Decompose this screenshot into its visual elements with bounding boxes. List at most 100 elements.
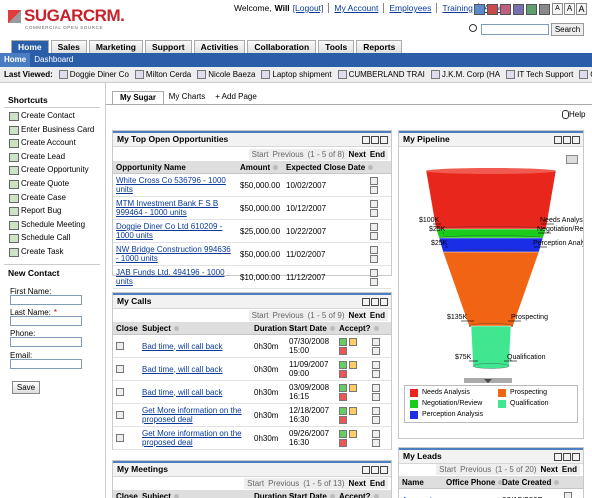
row-action[interactable] xyxy=(370,268,378,277)
pager-start[interactable]: Start xyxy=(251,311,269,320)
last-viewed-item[interactable]: IT Tech Support xyxy=(506,70,573,79)
last-viewed-item[interactable]: CUMBERLAND TRAI xyxy=(337,70,425,79)
last-viewed-item[interactable]: Laptop shipment xyxy=(261,70,332,79)
theme-swatch[interactable] xyxy=(526,4,537,15)
row-action[interactable] xyxy=(564,491,572,498)
opportunity-link[interactable]: Doggie Diner Co Ltd 610209 - 1000 units xyxy=(116,222,223,240)
row-action[interactable] xyxy=(116,411,124,420)
row-action[interactable] xyxy=(372,415,380,424)
shortcut-link[interactable]: Create Case xyxy=(21,192,66,202)
shortcut-link[interactable]: Create Task xyxy=(21,247,64,256)
text-input[interactable] xyxy=(10,316,82,326)
subtab[interactable]: Dashboard xyxy=(34,55,74,64)
module-tab[interactable]: Reports xyxy=(356,40,403,54)
row-action[interactable] xyxy=(116,342,124,351)
row-action[interactable] xyxy=(349,383,357,392)
row-action[interactable] xyxy=(372,360,380,369)
shortcut-link[interactable]: Schedule Call xyxy=(21,233,71,243)
search-input[interactable] xyxy=(481,24,549,35)
row-action[interactable] xyxy=(116,434,124,443)
last-viewed-item[interactable]: Nicole Baeza xyxy=(197,70,255,79)
opportunity-link[interactable]: NW Bridge Construction 994636 - 1000 uni… xyxy=(116,245,231,263)
pager-next[interactable]: Next xyxy=(540,465,558,474)
row-action[interactable] xyxy=(339,360,347,369)
dashlet-control[interactable] xyxy=(362,466,370,474)
row-action[interactable] xyxy=(370,231,378,240)
shortcut-link[interactable]: Enter Business Card xyxy=(21,124,95,134)
font-size-button[interactable]: A xyxy=(576,3,587,15)
pager-next[interactable]: Next xyxy=(348,479,366,488)
module-tab[interactable]: Support xyxy=(145,40,192,54)
opportunity-link[interactable]: JAB Funds Ltd. 494196 - 1000 units xyxy=(116,268,225,286)
dashlet-control[interactable] xyxy=(371,298,379,306)
font-size-button[interactable]: A xyxy=(552,3,563,15)
shortcut-link[interactable]: Report Bug xyxy=(21,206,62,216)
shortcut-link[interactable]: Create Lead xyxy=(21,151,66,161)
pager-end[interactable]: End xyxy=(369,479,385,488)
search-button[interactable]: Search xyxy=(551,23,584,36)
theme-swatch[interactable] xyxy=(539,4,550,15)
dashlet-control[interactable] xyxy=(572,136,580,144)
module-tab[interactable]: Collaboration xyxy=(247,40,317,54)
row-action[interactable] xyxy=(370,222,378,231)
help-link[interactable]: Help xyxy=(569,110,586,119)
pager-start[interactable]: Start xyxy=(251,150,269,159)
page-tab[interactable]: My Charts xyxy=(168,92,206,101)
row-action[interactable] xyxy=(116,388,124,397)
dashlet-control[interactable] xyxy=(554,136,562,144)
row-action[interactable] xyxy=(339,406,347,415)
pager-previous[interactable]: Previous xyxy=(272,150,304,159)
theme-swatch[interactable] xyxy=(487,4,498,15)
row-action[interactable] xyxy=(372,369,380,378)
call-link[interactable]: Bad time, will call back xyxy=(142,341,223,351)
row-action[interactable] xyxy=(339,429,347,438)
text-input[interactable] xyxy=(10,295,82,305)
module-tab[interactable]: Sales xyxy=(50,40,87,54)
page-tab[interactable]: My Sugar xyxy=(112,91,164,105)
row-action[interactable] xyxy=(116,365,124,374)
row-action[interactable] xyxy=(349,429,357,438)
row-action[interactable] xyxy=(372,346,380,355)
dashlet-control[interactable] xyxy=(362,298,370,306)
row-action[interactable] xyxy=(339,383,347,392)
row-action[interactable] xyxy=(339,392,347,401)
row-action[interactable] xyxy=(370,176,378,185)
pager-next[interactable]: Next xyxy=(348,311,366,320)
pager-end[interactable]: End xyxy=(369,150,385,159)
row-action[interactable] xyxy=(372,406,380,415)
pager-next[interactable]: Next xyxy=(348,150,366,159)
module-tab[interactable]: Tools xyxy=(318,40,355,54)
print-icon[interactable] xyxy=(566,155,578,164)
last-viewed-item[interactable]: J.K.M. Corp (HA xyxy=(430,70,500,79)
row-action[interactable] xyxy=(372,383,380,392)
row-action[interactable] xyxy=(372,429,380,438)
header-link[interactable]: Employees xyxy=(389,3,432,13)
row-action[interactable] xyxy=(372,337,380,346)
module-tab[interactable]: Activities xyxy=(193,40,246,54)
row-action[interactable] xyxy=(339,415,347,424)
save-button[interactable]: Save xyxy=(12,381,40,394)
shortcut-link[interactable]: Create Contact xyxy=(21,111,75,120)
row-action[interactable] xyxy=(339,337,347,346)
dashlet-control[interactable] xyxy=(380,136,388,144)
dashlet-control[interactable] xyxy=(563,453,571,461)
module-tab[interactable]: Marketing xyxy=(88,40,143,54)
last-viewed-item[interactable]: Milton Cerda xyxy=(134,70,191,79)
dashlet-control[interactable] xyxy=(371,136,379,144)
row-action[interactable] xyxy=(370,185,378,194)
call-link[interactable]: Bad time, will call back xyxy=(142,387,223,397)
dashlet-control[interactable] xyxy=(554,453,562,461)
row-action[interactable] xyxy=(370,277,378,286)
row-action[interactable] xyxy=(372,392,380,401)
pager-start[interactable]: Start xyxy=(247,479,265,488)
row-action[interactable] xyxy=(339,438,347,447)
module-tab[interactable]: Home xyxy=(11,40,49,54)
dashlet-control[interactable] xyxy=(572,453,580,461)
call-link[interactable]: Get More information on the proposed dea… xyxy=(142,429,242,447)
row-action[interactable] xyxy=(339,346,347,355)
pager-previous[interactable]: Previous xyxy=(272,311,304,320)
last-viewed-item[interactable]: Doggie Diner Co xyxy=(58,70,129,79)
header-link[interactable]: Training xyxy=(442,3,473,13)
dashlet-control[interactable] xyxy=(380,298,388,306)
theme-swatch[interactable] xyxy=(474,4,485,15)
